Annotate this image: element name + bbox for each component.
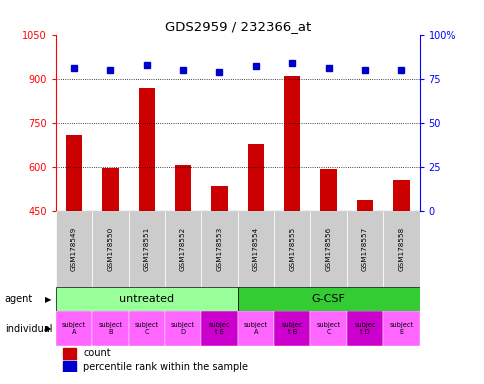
Bar [237,212,273,287]
Bar [346,311,382,346]
Text: subject
A: subject A [243,322,267,335]
Text: GSM178558: GSM178558 [397,227,404,271]
Text: subject
D: subject D [171,322,195,335]
Text: subjec
t D: subjec t D [353,322,375,335]
Bar [346,212,382,287]
Text: agent: agent [5,294,33,304]
Text: G-CSF: G-CSF [311,294,345,304]
Text: individual: individual [5,324,52,334]
Bar [128,311,165,346]
Text: ▶: ▶ [45,324,52,333]
Text: GSM178556: GSM178556 [325,227,331,271]
Bar [92,212,128,287]
Text: count: count [83,348,110,358]
Bar [310,311,346,346]
Bar [56,287,237,311]
Bar [66,135,82,212]
Bar [63,348,76,359]
Text: subject
E: subject E [389,322,412,335]
Bar [165,212,201,287]
Bar [165,311,201,346]
Text: GSM178555: GSM178555 [288,227,295,271]
Text: subject
B: subject B [98,322,122,335]
Text: subject
C: subject C [316,322,340,335]
Bar [128,212,165,287]
Bar [138,88,154,212]
Text: subject
C: subject C [135,322,158,335]
Bar [102,168,118,212]
Text: GSM178549: GSM178549 [71,227,77,271]
Bar [237,287,419,311]
Bar [237,311,273,346]
Text: GSM178554: GSM178554 [252,227,258,271]
Bar [393,180,408,212]
Text: percentile rank within the sample: percentile rank within the sample [83,362,247,372]
Bar [247,144,263,212]
Bar [320,169,336,212]
Bar [273,212,310,287]
Text: GSM178557: GSM178557 [361,227,367,271]
Title: GDS2959 / 232366_at: GDS2959 / 232366_at [164,20,310,33]
Bar [310,212,346,287]
Bar [382,311,419,346]
Text: GSM178553: GSM178553 [216,227,222,271]
Bar [201,212,237,287]
Text: subject
A: subject A [62,322,86,335]
Bar [356,200,372,212]
Bar [382,212,419,287]
Bar [63,361,76,372]
Bar [175,165,191,212]
Bar [211,186,227,212]
Text: subjec
t B: subjec t B [281,322,302,335]
Text: subjec
t E: subjec t E [208,322,230,335]
Text: ▶: ▶ [45,295,52,304]
Bar [284,76,300,212]
Bar [273,311,310,346]
Bar [56,311,92,346]
Bar [92,311,128,346]
Text: untreated: untreated [119,294,174,304]
Text: GSM178552: GSM178552 [180,227,186,271]
Bar [201,311,237,346]
Text: GSM178551: GSM178551 [143,227,150,271]
Text: GSM178550: GSM178550 [107,227,113,271]
Bar [56,212,92,287]
